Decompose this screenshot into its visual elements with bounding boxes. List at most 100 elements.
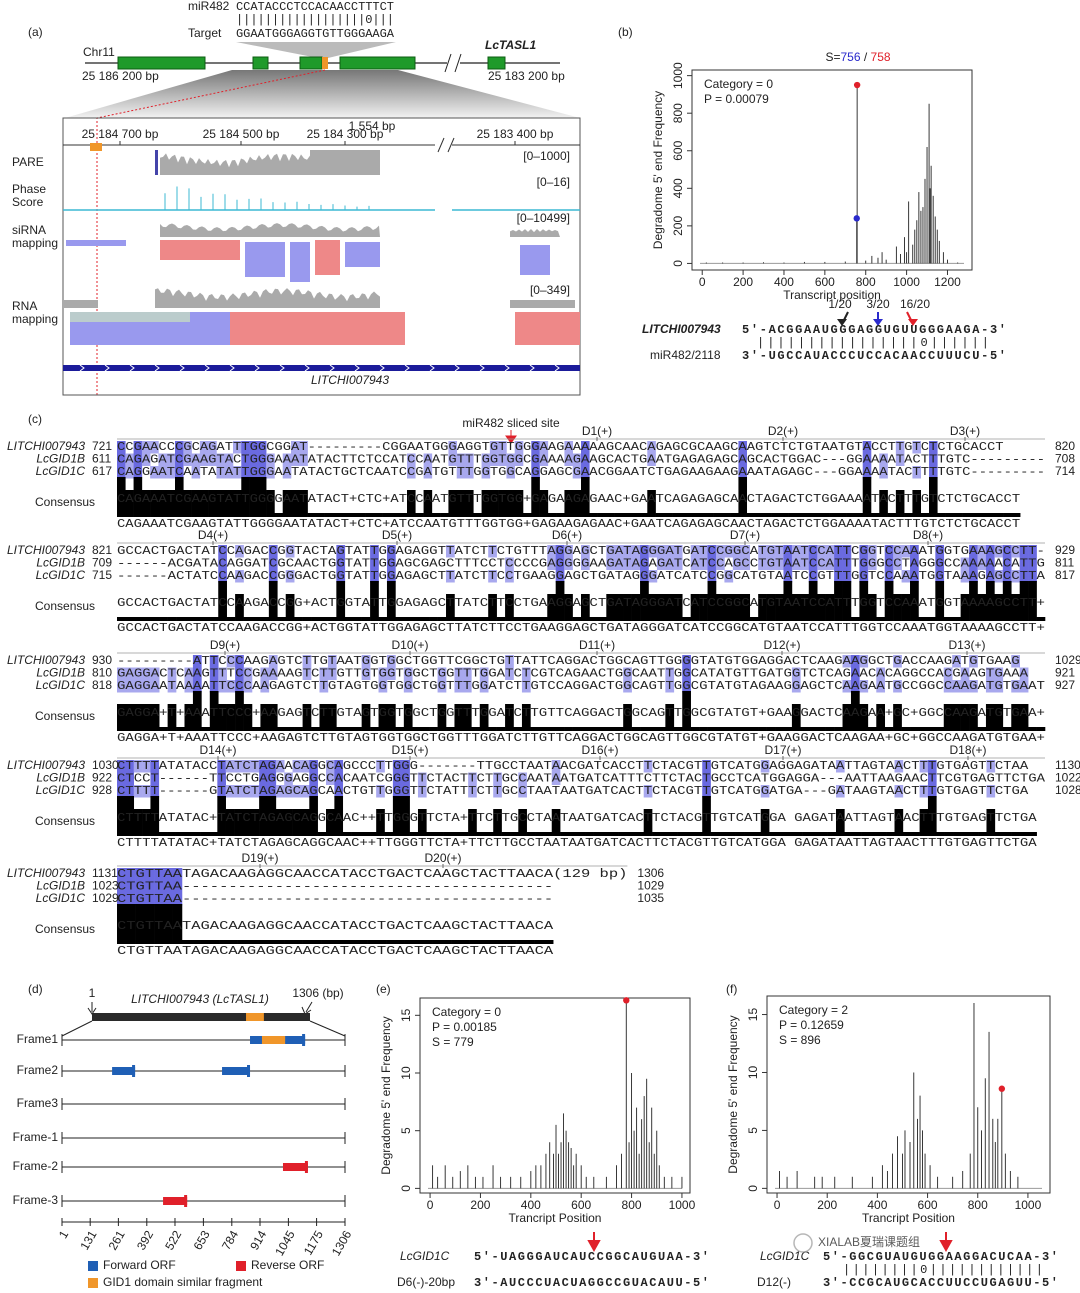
identity-shade: [825, 545, 835, 558]
panel-label: (d): [28, 982, 43, 996]
target-name: LITCHI007943: [642, 322, 721, 336]
identity-shade: [133, 760, 143, 773]
logo-column: [876, 704, 886, 731]
logo-column: [568, 832, 578, 836]
logo-column: [150, 796, 160, 836]
logo-column: [158, 832, 168, 836]
y-axis-label: Degradome 5' end Frequency: [651, 91, 665, 249]
logo-column: [969, 832, 979, 836]
identity-shade: [514, 453, 524, 466]
identity-shade: [235, 655, 244, 668]
identity-shade: [766, 557, 776, 570]
logo-column: [332, 513, 342, 517]
identity-shade: [191, 453, 201, 466]
identity-shade: [817, 545, 826, 558]
strand-arrow: [104, 364, 110, 372]
identity-shade: [702, 760, 711, 773]
identity-shade: [150, 772, 160, 785]
logo-column: [1002, 581, 1012, 621]
identity-shade: [985, 680, 995, 693]
identity-shade: [842, 570, 852, 583]
logo-column: [125, 617, 135, 621]
identity-shade: [555, 557, 565, 570]
logo-column: [226, 704, 236, 731]
logo-column: [986, 809, 996, 836]
identity-shade: [1002, 545, 1012, 558]
identity-shade: [758, 557, 767, 570]
exon: [487, 56, 506, 70]
logo-column: [488, 727, 497, 731]
logo-column: [218, 581, 227, 621]
identity-shade: [209, 667, 219, 680]
identity-shade: [407, 453, 416, 466]
identity-shade: [259, 772, 268, 785]
logo-column: [943, 704, 953, 731]
strand-arrow: [354, 364, 360, 372]
watermark-icon: [793, 1233, 813, 1253]
logo-column: [783, 581, 793, 621]
identity-shade: [249, 441, 259, 454]
identity-shade: [682, 680, 691, 693]
logo-column: [163, 904, 173, 944]
identity-shade: [462, 680, 472, 693]
identity-shade: [985, 667, 995, 680]
identity-shade: [640, 570, 649, 583]
x-tick-label: 1200: [934, 275, 961, 289]
sequence: ------ACGATACAGGATCGCAACTGGTATTGGAGCGAGC…: [117, 557, 1045, 571]
identity-shade: [125, 785, 135, 798]
consensus-label: Consensus: [35, 922, 95, 936]
rna-block: [63, 300, 98, 308]
identity-shade: [783, 557, 793, 570]
seq-end: 708: [1055, 452, 1075, 466]
logo-column: [412, 727, 422, 731]
logo-column: [125, 796, 135, 836]
identity-shade: [766, 545, 776, 558]
logo-column: [597, 617, 607, 621]
logo-column: [423, 940, 433, 944]
identity-shade: [623, 667, 632, 680]
logo-column: [426, 832, 435, 836]
strand-arrow: [79, 364, 85, 372]
logo-column: [673, 594, 683, 621]
logo-column: [208, 832, 218, 836]
identity-shade: [208, 453, 217, 466]
logo-column: [572, 727, 582, 731]
logo-column: [315, 513, 325, 517]
identity-shade: [249, 466, 259, 479]
identity-shade: [226, 680, 236, 693]
identity-shade: [631, 545, 641, 558]
identity-shade: [783, 545, 793, 558]
seq-start: 810: [92, 666, 112, 680]
identity-shade: [217, 772, 226, 785]
logo-column: [117, 904, 127, 944]
logo-column: [384, 832, 394, 836]
identity-shade: [682, 655, 691, 668]
arrow-head: [908, 319, 918, 326]
fraction: 1/20: [828, 297, 852, 311]
domain-label: D8(+): [913, 528, 943, 542]
consensus-label: Consensus: [35, 495, 95, 509]
x-tick-label: 1000: [1015, 1198, 1042, 1212]
logo-column: [376, 809, 385, 836]
domain-label: D10(+): [391, 638, 428, 652]
logo-column: [802, 832, 812, 836]
logo-column: [275, 809, 285, 836]
sequence: CTCCT------TTCCTGAGGGAGGCCACAATCGGGTTCTA…: [117, 772, 1046, 786]
logo-column: [543, 832, 553, 836]
plot-frame: [691, 69, 973, 271]
y-tick-label: 10: [746, 1065, 760, 1079]
consensus-logo: GCCACTGACTATCCAAGACCGG+ACTGGTATTGGAGAGCT…: [117, 596, 1045, 610]
logo-column: [302, 704, 312, 731]
strand-arrow: [204, 364, 210, 372]
logo-column: [359, 832, 369, 836]
logo-column: [539, 490, 549, 517]
identity-shade: [226, 655, 236, 668]
logo-column: [518, 809, 527, 836]
logo-column: [167, 704, 177, 731]
orf-cap: [304, 1161, 308, 1173]
logo-column: [640, 581, 649, 621]
identity-shade: [117, 441, 126, 454]
identity-shade: [1011, 680, 1020, 693]
seq-start: 721: [92, 439, 112, 453]
logo-column: [339, 940, 350, 944]
